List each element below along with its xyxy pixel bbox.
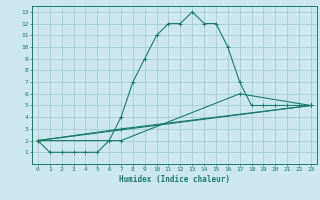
X-axis label: Humidex (Indice chaleur): Humidex (Indice chaleur) bbox=[119, 175, 230, 184]
